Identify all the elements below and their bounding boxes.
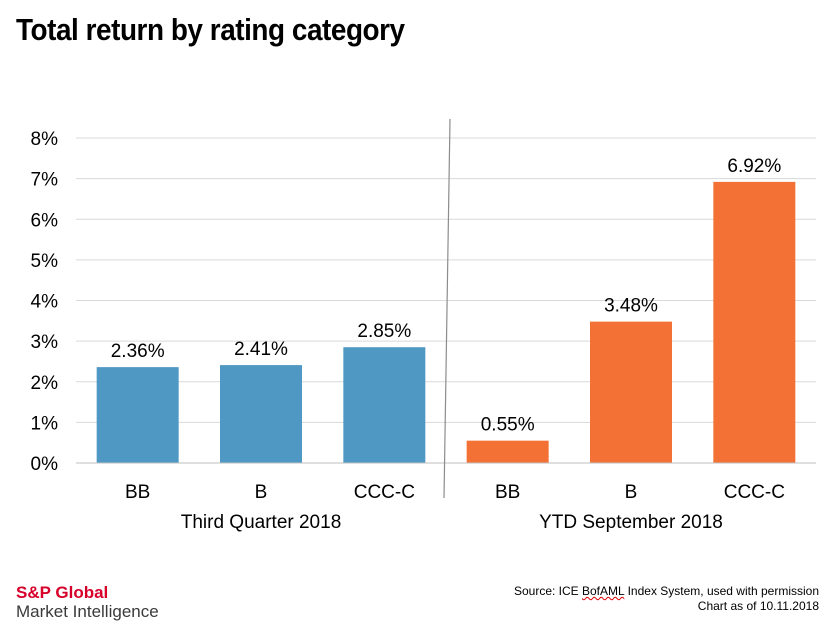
x-tick-label: CCC-C <box>724 482 785 503</box>
bar <box>220 365 302 463</box>
source-squiggle: BofAML <box>582 584 625 598</box>
data-label: 6.92% <box>727 156 781 177</box>
x-tick-label: B <box>625 482 638 503</box>
data-label: 0.55% <box>481 415 535 436</box>
data-label: 2.36% <box>111 341 165 362</box>
source-note: Source: ICE BofAML Index System, used wi… <box>514 584 819 614</box>
y-tick-label: 0% <box>31 454 59 475</box>
x-tick-label: B <box>255 482 268 503</box>
y-tick-label: 8% <box>31 129 59 150</box>
bar <box>343 347 426 463</box>
y-tick-label: 5% <box>31 251 59 272</box>
y-tick-label: 3% <box>31 332 59 353</box>
source-prefix: Source: ICE <box>513 584 582 598</box>
bar <box>713 181 796 463</box>
y-tick-label: 7% <box>31 170 59 191</box>
logo-line2: Market Intelligence <box>16 602 159 621</box>
sp-global-logo: S&P Global Market Intelligence <box>16 583 159 622</box>
y-tick-label: 6% <box>31 210 59 231</box>
x-tick-label: BB <box>125 482 150 503</box>
source-text: Source: ICE BofAML Index System, used wi… <box>514 584 819 599</box>
chart-date: Chart as of 10.11.2018 <box>697 599 819 613</box>
group-label: YTD September 2018 <box>539 512 723 533</box>
y-tick-label: 1% <box>31 413 59 434</box>
bar <box>466 440 549 463</box>
chart-title: Total return by rating category <box>16 12 405 47</box>
y-axis: 0% 1% 2% 3% 4% 5% 6% 7% 8% <box>31 129 59 475</box>
x-tick-label: CCC-C <box>354 482 415 503</box>
bar <box>96 367 179 463</box>
group-label: Third Quarter 2018 <box>181 512 342 533</box>
y-tick-label: 4% <box>31 292 59 313</box>
y-tick-label: 2% <box>31 373 59 394</box>
logo-line1: S&P Global <box>16 583 109 602</box>
x-tick-label: BB <box>495 482 520 503</box>
bar-chart: 0% 1% 2% 3% 4% 5% 6% 7% 8% 2.36% 2.41% 2.85% 0.55% 3… <box>31 118 816 533</box>
group-divider <box>443 118 451 499</box>
source-suffix: Index System, used with permission <box>624 584 819 598</box>
data-label: 2.85% <box>357 321 411 342</box>
bars: 2.36% 2.41% 2.85% 0.55% 3.48% 6.92% <box>96 156 796 463</box>
bar <box>590 321 672 463</box>
data-label: 2.41% <box>234 339 288 360</box>
data-label: 3.48% <box>604 296 658 317</box>
